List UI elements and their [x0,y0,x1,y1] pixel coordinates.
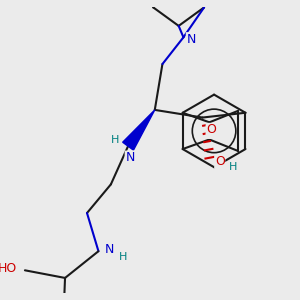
Text: O: O [206,123,216,136]
Polygon shape [123,110,155,150]
Text: N: N [105,243,115,256]
Text: N: N [125,151,135,164]
Text: H: H [119,252,128,262]
Text: N: N [186,33,196,46]
Text: HO: HO [0,262,17,275]
Text: O: O [206,125,216,138]
Text: H: H [229,162,237,172]
Text: O: O [215,155,225,168]
Text: H: H [110,136,119,146]
